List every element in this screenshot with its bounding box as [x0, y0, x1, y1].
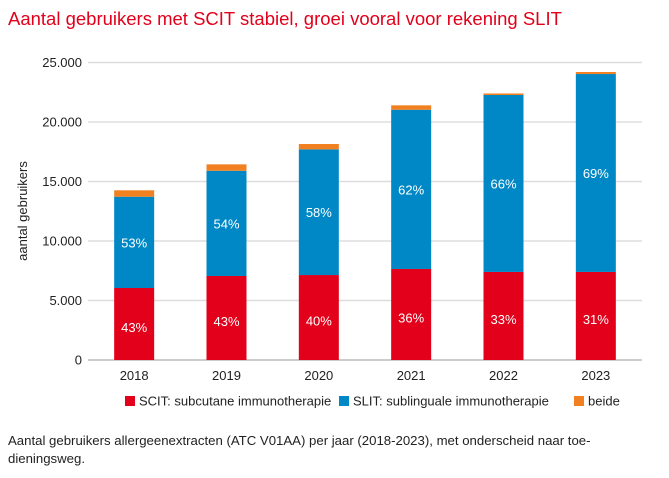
bar-scit-2022 — [483, 271, 524, 360]
data-label: 69% — [583, 166, 609, 181]
bar-scit-2023 — [575, 271, 616, 360]
data-label: 36% — [398, 310, 424, 325]
x-tick-label: 2022 — [489, 368, 518, 383]
legend-swatch — [125, 396, 135, 406]
data-label: 40% — [306, 314, 332, 329]
bar-scit-2019 — [206, 275, 247, 360]
bar-scit-2021 — [391, 268, 432, 360]
x-tick-label: 2019 — [212, 368, 241, 383]
bar-beide-2022 — [483, 93, 524, 95]
y-tick-label: 10.000 — [42, 234, 82, 249]
y-tick-label: 0 — [75, 353, 82, 368]
bar-beide-2019 — [206, 164, 247, 171]
bar-beide-2018 — [114, 190, 155, 197]
bar-beide-2020 — [298, 144, 339, 150]
x-tick-label: 2021 — [397, 368, 426, 383]
legend-swatch — [574, 396, 584, 406]
y-tick-label: 15.000 — [42, 174, 82, 189]
bar-slit-2018 — [114, 196, 155, 289]
data-label: 54% — [213, 216, 239, 231]
y-tick-label: 25.000 — [42, 55, 82, 70]
bar-slit-2019 — [206, 170, 247, 276]
x-tick-label: 2023 — [581, 368, 610, 383]
stacked-bar-chart: 0 5.000 10.000 15.000 20.000 25.000 aantal geb… — [15, 55, 642, 409]
x-tick-label: 2020 — [304, 368, 333, 383]
bar-beide-2021 — [391, 105, 432, 110]
data-label: 53% — [121, 235, 147, 250]
y-tick-label: 5.000 — [49, 293, 82, 308]
bar-scit-2018 — [114, 288, 155, 360]
bar-slit-2020 — [298, 149, 339, 276]
data-label: 43% — [121, 320, 147, 335]
y-tick-label: 20.000 — [42, 115, 82, 130]
bar-beide-2023 — [575, 72, 616, 75]
y-axis-label: aantal gebruikers — [15, 161, 30, 261]
data-label: 58% — [306, 205, 332, 220]
bar-scit-2020 — [298, 275, 339, 360]
data-label: 66% — [490, 176, 516, 191]
legend-label: SCIT: subcutane immunotherapie — [139, 394, 331, 409]
x-tick-label: 2018 — [120, 368, 149, 383]
legend-label: SLIT: sublinguale immunotherapie — [353, 394, 549, 409]
chart-title: Aantal gebruikers met SCIT stabiel, groe… — [8, 8, 562, 29]
chart-caption: Aantal gebruikers allergeenextracten (AT… — [8, 433, 591, 466]
legend-swatch — [339, 396, 349, 406]
data-label: 31% — [583, 312, 609, 327]
bar-slit-2022 — [483, 94, 524, 272]
bar-slit-2023 — [575, 74, 616, 272]
bar-slit-2021 — [391, 109, 432, 269]
data-label: 43% — [213, 314, 239, 329]
data-label: 33% — [490, 312, 516, 327]
data-label: 62% — [398, 182, 424, 197]
legend-label: beide — [588, 394, 620, 409]
